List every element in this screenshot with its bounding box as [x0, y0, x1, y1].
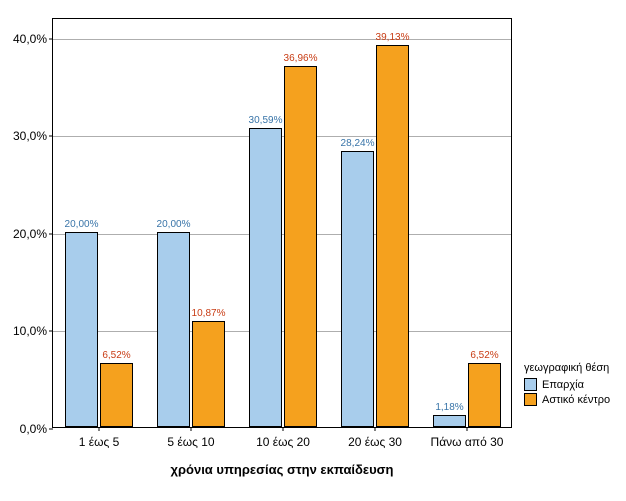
gridline [53, 234, 511, 235]
bar [100, 363, 133, 427]
bar-value-label: 39,13% [376, 32, 410, 43]
legend-title: γεωγραφική θέση [524, 362, 610, 374]
bar [192, 321, 225, 427]
x-tick-label: 10 έως 20 [256, 427, 310, 449]
x-tick-label: 1 έως 5 [79, 427, 120, 449]
bar-value-label: 6,52% [102, 350, 130, 361]
x-tick-label: Πάνω από 30 [431, 427, 504, 449]
legend-label: Αστικό κέντρο [542, 394, 610, 406]
bar-value-label: 1,18% [435, 402, 463, 413]
x-tick-label: 5 έως 10 [167, 427, 214, 449]
legend-swatch [524, 378, 537, 391]
bar-value-label: 36,96% [284, 53, 318, 64]
chart-container: 0,0% 10,0% 20,0% 30,0% 40,0% 1 έως 5 20,00% 6,5… [0, 0, 626, 501]
legend-swatch [524, 393, 537, 406]
bar [157, 232, 190, 427]
legend: γεωγραφική θέση Επαρχία Αστικό κέντρο [524, 362, 610, 406]
bar-value-label: 30,59% [249, 115, 283, 126]
gridline [53, 136, 511, 137]
x-tick-label: 20 έως 30 [348, 427, 402, 449]
bar [249, 128, 282, 427]
y-tick-label: 0,0% [20, 422, 53, 436]
legend-item: Αστικό κέντρο [524, 393, 610, 406]
legend-item: Επαρχία [524, 378, 610, 391]
bar-value-label: 28,24% [341, 138, 375, 149]
bar-value-label: 6,52% [470, 350, 498, 361]
bar [341, 151, 374, 427]
gridline [53, 39, 511, 40]
legend-label: Επαρχία [542, 379, 584, 391]
y-tick-label: 40,0% [13, 32, 53, 46]
x-axis-title: χρόνια υπηρεσίας στην εκπαίδευση [171, 462, 394, 477]
bar [376, 45, 409, 427]
bar [65, 232, 98, 427]
bar [433, 415, 466, 427]
bar-value-label: 20,00% [157, 219, 191, 230]
bar [284, 66, 317, 427]
bar [468, 363, 501, 427]
gridline [53, 331, 511, 332]
plot-area: 0,0%10,0%20,0%30,0%40,0%1 έως 520,00%6,5… [52, 18, 512, 428]
bar-value-label: 10,87% [192, 308, 226, 319]
y-tick-label: 30,0% [13, 129, 53, 143]
y-tick-label: 20,0% [13, 227, 53, 241]
bar-value-label: 20,00% [65, 219, 99, 230]
y-tick-label: 10,0% [13, 324, 53, 338]
